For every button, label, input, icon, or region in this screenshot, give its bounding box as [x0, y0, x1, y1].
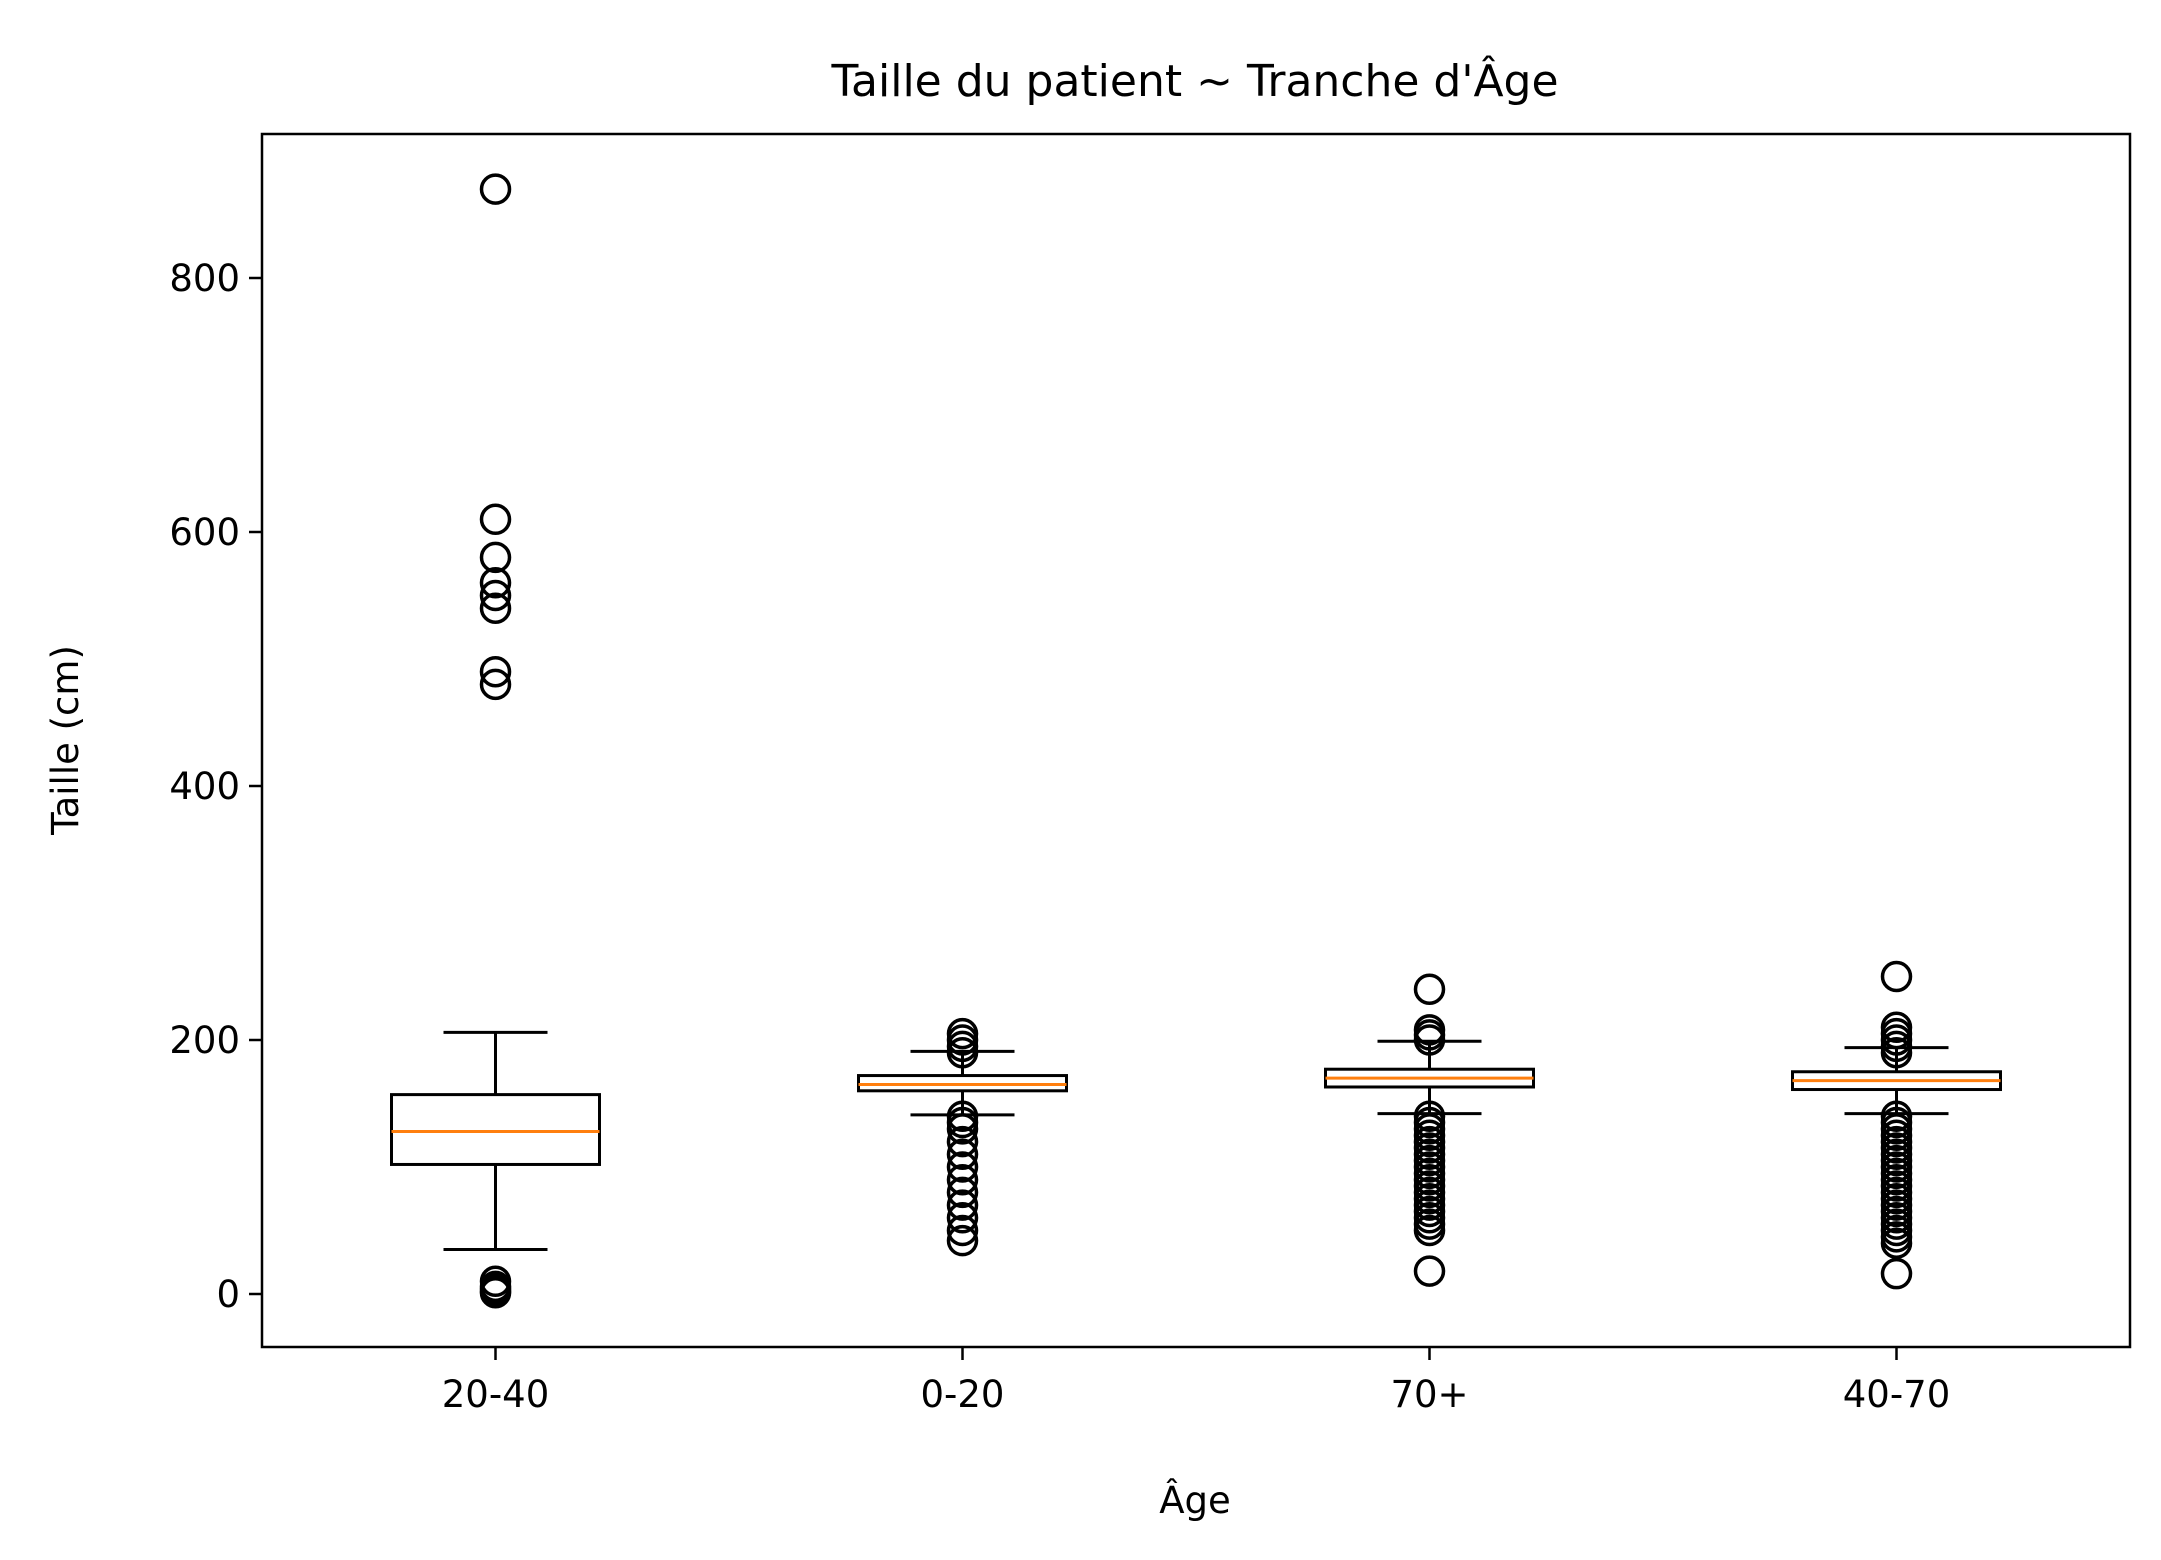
outlier-point [1880, 1227, 1913, 1259]
outlier-point [946, 1214, 979, 1247]
outlier-point [946, 1189, 979, 1221]
y-tick-label: 0 [216, 1273, 240, 1316]
outlier-point [1880, 1257, 1913, 1290]
outlier-point [946, 1176, 979, 1209]
x-axis-label: Âge [1159, 1478, 1231, 1522]
y-tick-label: 200 [169, 1019, 240, 1062]
outlier-point [1880, 960, 1913, 993]
y-tick-label: 600 [169, 511, 240, 554]
outlier-point [479, 579, 512, 612]
y-tick-label: 800 [169, 257, 240, 300]
outlier-point [479, 592, 512, 624]
outlier-point [946, 1202, 979, 1234]
outlier-point [479, 567, 512, 599]
outlier-point [946, 1224, 979, 1257]
chart-title: Taille du patient ~ Tranche d'Âge [830, 54, 1558, 107]
outlier-point [1413, 1255, 1446, 1287]
outlier-point [479, 655, 512, 688]
x-tick-label: 0-20 [921, 1373, 1005, 1416]
outlier-point [1413, 1214, 1446, 1247]
outlier-point [1413, 1024, 1446, 1056]
x-tick-label: 20-40 [442, 1373, 550, 1416]
y-axis-label: Taille (cm) [44, 645, 87, 836]
outlier-point [479, 173, 512, 205]
y-tick-label: 400 [169, 765, 240, 808]
outlier-point [479, 1276, 512, 1309]
x-tick-label: 40-70 [1843, 1373, 1951, 1416]
outlier-point [479, 668, 512, 701]
outlier-point [946, 1151, 979, 1183]
outlier-point [946, 1138, 979, 1171]
box [390, 1093, 601, 1166]
axes-frame [260, 132, 2132, 1349]
outlier-point [479, 503, 512, 536]
outlier-point [946, 1113, 979, 1145]
outlier-point [946, 1036, 979, 1069]
x-tick-label: 70+ [1390, 1373, 1468, 1416]
outlier-point [1413, 973, 1446, 1005]
plot-area: 0 200 400 600 800 20-40 0-20 70+ 40-70 [169, 132, 2132, 1416]
outlier-point [946, 1125, 979, 1158]
outlier-point [946, 1163, 979, 1196]
outlier-point [479, 541, 512, 574]
outlier-point [1880, 1036, 1913, 1069]
